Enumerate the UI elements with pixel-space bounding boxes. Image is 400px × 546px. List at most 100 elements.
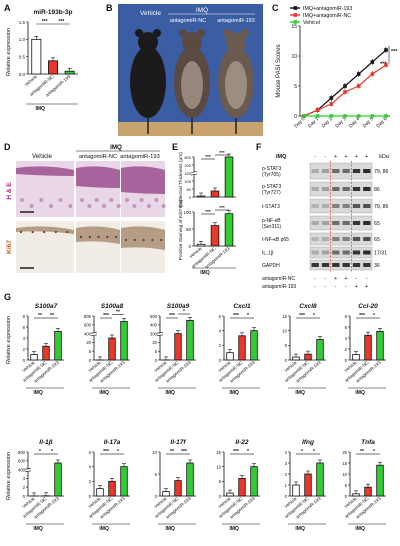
- imq-group-label: IMQ: [295, 390, 305, 396]
- series-point: [384, 114, 388, 118]
- he-dermis-cell: [94, 198, 99, 202]
- blot-strip: [309, 215, 373, 231]
- blot-band: [363, 221, 371, 225]
- imq-group-label: IMQ: [165, 390, 175, 396]
- x-tick-label: Day 4: [348, 116, 361, 129]
- y-tick-label: 0: [188, 244, 191, 249]
- axis-break-mark: [24, 470, 32, 473]
- y-tick-label: 2: [345, 347, 348, 352]
- he-dermis-cell: [147, 204, 151, 208]
- he-dermis-cell: [39, 198, 44, 202]
- y-tick-label: 0: [155, 358, 158, 363]
- blot-band: [342, 204, 350, 208]
- legend-marker: [293, 20, 298, 24]
- y-tick-label: 5: [89, 349, 92, 354]
- y-tick-label: 50: [186, 227, 192, 232]
- bar-: [224, 156, 234, 198]
- y-tick-label: 5: [294, 84, 297, 90]
- ki67-epidermis: [76, 226, 120, 244]
- blot-strip: [309, 198, 373, 214]
- legend-label: IMQ+antagomiR-NC: [303, 13, 351, 19]
- bar-vehicle: [30, 354, 38, 361]
- band-kda: 65: [374, 237, 380, 243]
- x-tick-label: Day 5: [362, 116, 375, 129]
- bar-antagomir-nc: [238, 335, 246, 361]
- imq-group-label: IMQ: [99, 390, 109, 396]
- significance-stars: ***: [181, 449, 187, 455]
- lane-sign: +: [365, 154, 368, 160]
- bar-antagomir-193: [186, 462, 194, 497]
- blot-band: [332, 169, 340, 173]
- y-tick-label: 0.5: [19, 54, 26, 59]
- imq-group-label: IMQ: [99, 526, 109, 532]
- blot-band: [363, 187, 371, 191]
- lane-sign: -: [314, 154, 316, 160]
- lane-sign: -: [314, 276, 316, 282]
- band-name: p-NF-κB: [262, 218, 281, 224]
- y-tick-label: 15: [291, 24, 297, 30]
- panel-g-chart-s100a9: 0520300400500VehicleantagomiR-NCantagomi…: [150, 303, 196, 396]
- y-tick-label: 4: [23, 336, 26, 341]
- y-tick-label: 15: [282, 314, 287, 319]
- y-tick-label: 5: [285, 343, 288, 348]
- blot-band: [342, 187, 350, 191]
- y-tick-label: 10: [216, 464, 221, 469]
- significance-stars: ***: [359, 313, 365, 319]
- y-tick-label: 10: [342, 472, 347, 477]
- blot-band: [311, 187, 319, 191]
- chart-title: S100a9: [167, 303, 190, 310]
- he-dermis-cell: [139, 198, 144, 202]
- y-tick-label: 300: [150, 331, 158, 336]
- blot-band: [321, 169, 330, 173]
- significance-stars: *: [247, 449, 249, 455]
- lane-sign: -: [335, 284, 337, 290]
- y-tick-label: 0: [345, 494, 348, 499]
- y-tick-label: 2: [219, 343, 222, 348]
- bar-antagomir-193: [376, 330, 384, 361]
- x-tick-label: Day 1: [307, 116, 320, 129]
- mouse-back-icon: [130, 29, 166, 134]
- y-tick-label: 10: [291, 54, 297, 60]
- panel-c-ylabel: Mouse PASI Scores: [276, 44, 282, 97]
- label-imq: IMQ: [196, 7, 208, 14]
- y-tick-label: 0.0: [19, 72, 26, 77]
- series-point: [315, 108, 320, 112]
- bar-: [196, 195, 206, 198]
- series-point: [329, 114, 334, 118]
- significance-stars: ***: [58, 19, 64, 25]
- panel-b-photo: Vehicle IMQ antagomiR-NC antagomiR-193: [118, 4, 263, 136]
- y-tick-label: 10: [152, 450, 157, 455]
- y-tick-label: 100: [183, 210, 191, 215]
- bar-antagomir-193: [64, 70, 75, 75]
- blot-strip: [309, 162, 373, 180]
- kda-label: kDa: [379, 154, 390, 160]
- he-dermis-cell: [116, 204, 121, 208]
- y-tick-label: 8: [345, 314, 348, 319]
- legend-label: Vehicel: [303, 20, 320, 26]
- axis-break-mark: [90, 334, 98, 337]
- he-dermis-cell: [58, 198, 63, 202]
- blot-band: [321, 187, 330, 191]
- series-point: [343, 114, 347, 118]
- chart-title: Ccl-20: [358, 303, 378, 310]
- significance-stars: **: [50, 313, 54, 319]
- y-tick-label: 400: [150, 323, 158, 328]
- panel-g-chart-ccl-20: 02468VehicleantagomiR-NCantagomiR-193***…: [343, 303, 386, 396]
- panel-d-histology: Vehicle IMQ antagomiR-NC antagomiR-193 H & E…: [6, 144, 166, 273]
- blot-strip: [309, 181, 373, 197]
- col-label-imq: IMQ: [110, 144, 122, 151]
- ki67-positive-cell: [124, 238, 128, 242]
- ki67-positive-cell: [19, 230, 23, 234]
- y-tick-label: 10: [282, 328, 287, 333]
- chart-title: Il-17f: [170, 439, 186, 446]
- y-tick-label: 5: [219, 479, 222, 484]
- panel-e-thickness-chart: 0 50 100 150 200 800 *** ***: [184, 150, 236, 200]
- bar-antagomir-nc: [174, 333, 182, 361]
- he-dermis-cell: [161, 204, 166, 208]
- blot-band: [363, 263, 371, 267]
- panel-letter-c: C: [272, 3, 279, 13]
- ki67-positive-cell: [106, 235, 109, 239]
- y-tick-label: 1.5: [19, 20, 26, 25]
